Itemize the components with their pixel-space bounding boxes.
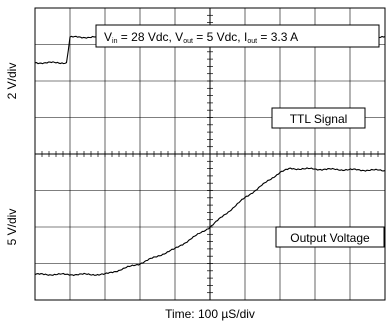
conditions-box: Vin = 28 Vdc, Vout = 5 Vdc, Iout = 3.3 A bbox=[95, 24, 380, 48]
xlabel: Time: 100 µS/div bbox=[165, 307, 255, 321]
ylabel-top: 2 V/div bbox=[5, 63, 19, 100]
vout-value: 5 Vdc bbox=[207, 30, 238, 44]
ylabel-bottom: 5 V/div bbox=[5, 209, 19, 246]
conditions-text: Vin = 28 Vdc, Vout = 5 Vdc, Iout = 3.3 A bbox=[104, 30, 298, 45]
iout-value: 3.3 A bbox=[271, 30, 298, 44]
legend-ttl-signal-label: TTL Signal bbox=[290, 112, 348, 126]
vin-value: 28 Vdc bbox=[131, 30, 168, 44]
legend-output-voltage: Output Voltage bbox=[275, 226, 385, 248]
legend-output-voltage-label: Output Voltage bbox=[290, 231, 370, 245]
plot-frame bbox=[34, 7, 386, 301]
center-ticks bbox=[34, 7, 386, 301]
trace-output-voltage bbox=[34, 167, 386, 277]
legend-ttl-signal: TTL Signal bbox=[271, 107, 366, 129]
